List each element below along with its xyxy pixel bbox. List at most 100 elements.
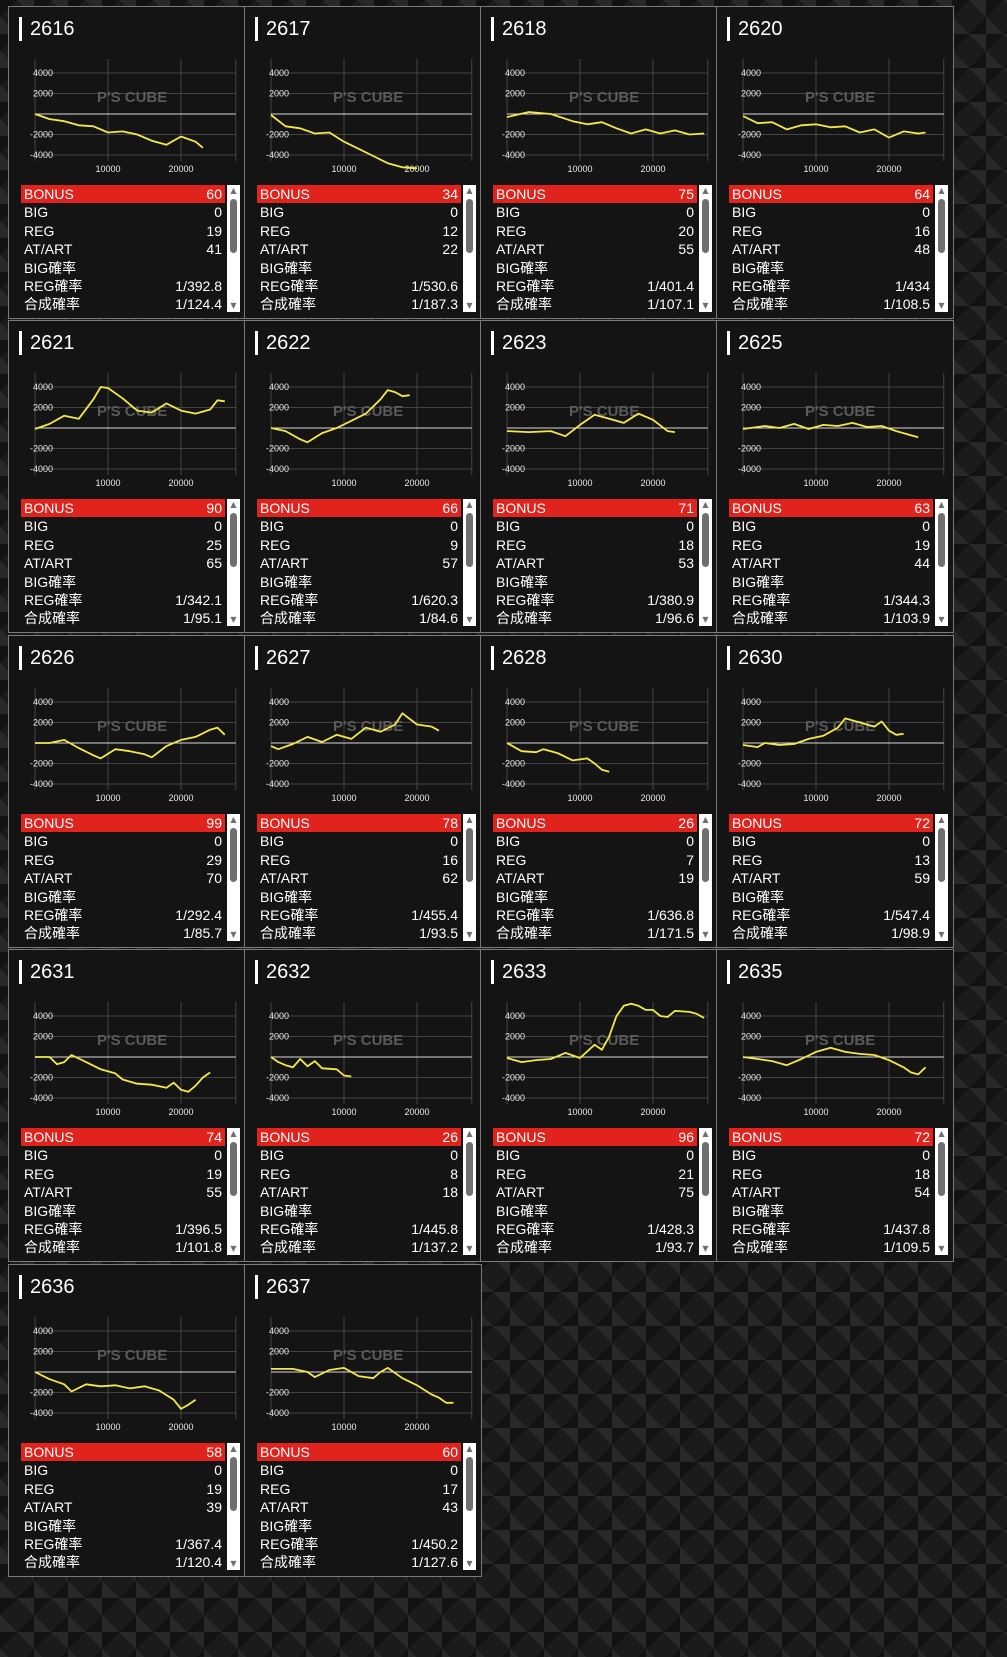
scroll-up-icon[interactable]: ▲ [702, 1129, 709, 1138]
scroll-thumb[interactable] [466, 199, 473, 253]
scroll-down-icon[interactable]: ▼ [230, 1559, 237, 1568]
machine-number[interactable]: 2630 [727, 646, 783, 670]
machine-card-2617[interactable]: 2617 P'S CUBE 4000 2000 -2000 -4000 10000 2000… [244, 6, 482, 319]
scroll-down-icon[interactable]: ▼ [230, 930, 237, 939]
scroll-thumb[interactable] [466, 828, 473, 882]
machine-card-2632[interactable]: 2632 P'S CUBE 4000 2000 -2000 -4000 10000 2000… [244, 949, 482, 1262]
scroll-thumb[interactable] [702, 828, 709, 882]
machine-number[interactable]: 2631 [19, 960, 75, 984]
machine-card-2626[interactable]: 2626 P'S CUBE 4000 2000 -2000 -4000 10000 2000… [8, 635, 246, 948]
machine-number[interactable]: 2632 [255, 960, 311, 984]
machine-card-2633[interactable]: 2633 P'S CUBE 4000 2000 -2000 -4000 10000 2000… [480, 949, 718, 1262]
stats-scrollbar[interactable]: ▲ ▼ [699, 185, 712, 312]
machine-number[interactable]: 2633 [491, 960, 547, 984]
scroll-up-icon[interactable]: ▲ [938, 500, 945, 509]
scroll-up-icon[interactable]: ▲ [702, 815, 709, 824]
scroll-thumb[interactable] [230, 513, 237, 567]
scroll-up-icon[interactable]: ▲ [230, 186, 237, 195]
scroll-thumb[interactable] [230, 1142, 237, 1196]
scroll-up-icon[interactable]: ▲ [466, 1129, 473, 1138]
machine-card-2618[interactable]: 2618 P'S CUBE 4000 2000 -2000 -4000 10000 2000… [480, 6, 718, 319]
stats-scrollbar[interactable]: ▲ ▼ [463, 499, 476, 626]
scroll-up-icon[interactable]: ▲ [466, 186, 473, 195]
stats-scrollbar[interactable]: ▲ ▼ [935, 499, 948, 626]
scroll-thumb[interactable] [938, 199, 945, 253]
stats-scrollbar[interactable]: ▲ ▼ [463, 814, 476, 941]
stats-scrollbar[interactable]: ▲ ▼ [699, 499, 712, 626]
scroll-thumb[interactable] [466, 1457, 473, 1511]
machine-number[interactable]: 2623 [491, 331, 547, 355]
scroll-down-icon[interactable]: ▼ [466, 615, 473, 624]
machine-number[interactable]: 2618 [491, 17, 547, 41]
scroll-down-icon[interactable]: ▼ [466, 930, 473, 939]
scroll-down-icon[interactable]: ▼ [702, 615, 709, 624]
scroll-up-icon[interactable]: ▲ [230, 500, 237, 509]
scroll-down-icon[interactable]: ▼ [230, 301, 237, 310]
scroll-thumb[interactable] [702, 1142, 709, 1196]
scroll-up-icon[interactable]: ▲ [230, 1129, 237, 1138]
machine-card-2636[interactable]: 2636 P'S CUBE 4000 2000 -2000 -4000 10000 2000… [8, 1264, 246, 1577]
machine-card-2627[interactable]: 2627 P'S CUBE 4000 2000 -2000 -4000 10000 2000… [244, 635, 482, 948]
stats-scrollbar[interactable]: ▲ ▼ [227, 814, 240, 941]
scroll-thumb[interactable] [230, 1457, 237, 1511]
scroll-up-icon[interactable]: ▲ [230, 1444, 237, 1453]
stats-scrollbar[interactable]: ▲ ▼ [699, 814, 712, 941]
stats-scrollbar[interactable]: ▲ ▼ [699, 1128, 712, 1255]
machine-number[interactable]: 2621 [19, 331, 75, 355]
scroll-thumb[interactable] [938, 828, 945, 882]
machine-card-2637[interactable]: 2637 P'S CUBE 4000 2000 -2000 -4000 10000 2000… [244, 1264, 482, 1577]
machine-card-2621[interactable]: 2621 P'S CUBE 4000 2000 -2000 -4000 10000 2000… [8, 320, 246, 633]
scroll-up-icon[interactable]: ▲ [938, 815, 945, 824]
machine-number[interactable]: 2617 [255, 17, 311, 41]
machine-card-2635[interactable]: 2635 P'S CUBE 4000 2000 -2000 -4000 10000 2000… [716, 949, 954, 1262]
scroll-down-icon[interactable]: ▼ [466, 1559, 473, 1568]
scroll-up-icon[interactable]: ▲ [938, 1129, 945, 1138]
scroll-up-icon[interactable]: ▲ [230, 815, 237, 824]
stats-scrollbar[interactable]: ▲ ▼ [463, 1128, 476, 1255]
scroll-down-icon[interactable]: ▼ [466, 301, 473, 310]
scroll-thumb[interactable] [466, 513, 473, 567]
machine-number[interactable]: 2628 [491, 646, 547, 670]
machine-card-2623[interactable]: 2623 P'S CUBE 4000 2000 -2000 -4000 10000 2000… [480, 320, 718, 633]
scroll-down-icon[interactable]: ▼ [938, 1244, 945, 1253]
stats-scrollbar[interactable]: ▲ ▼ [463, 185, 476, 312]
scroll-thumb[interactable] [466, 1142, 473, 1196]
stats-scrollbar[interactable]: ▲ ▼ [227, 1128, 240, 1255]
stats-scrollbar[interactable]: ▲ ▼ [935, 814, 948, 941]
scroll-thumb[interactable] [938, 1142, 945, 1196]
machine-number[interactable]: 2622 [255, 331, 311, 355]
scroll-up-icon[interactable]: ▲ [938, 186, 945, 195]
stats-scrollbar[interactable]: ▲ ▼ [227, 499, 240, 626]
machine-number[interactable]: 2626 [19, 646, 75, 670]
machine-number[interactable]: 2627 [255, 646, 311, 670]
scroll-down-icon[interactable]: ▼ [702, 1244, 709, 1253]
scroll-up-icon[interactable]: ▲ [466, 1444, 473, 1453]
machine-number[interactable]: 2620 [727, 17, 783, 41]
scroll-down-icon[interactable]: ▼ [938, 930, 945, 939]
scroll-up-icon[interactable]: ▲ [702, 186, 709, 195]
scroll-thumb[interactable] [938, 513, 945, 567]
machine-number[interactable]: 2636 [19, 1275, 75, 1299]
machine-card-2630[interactable]: 2630 P'S CUBE 4000 2000 -2000 -4000 10000 2000… [716, 635, 954, 948]
machine-number[interactable]: 2635 [727, 960, 783, 984]
scroll-down-icon[interactable]: ▼ [230, 1244, 237, 1253]
stats-scrollbar[interactable]: ▲ ▼ [935, 1128, 948, 1255]
scroll-down-icon[interactable]: ▼ [702, 930, 709, 939]
machine-card-2620[interactable]: 2620 P'S CUBE 4000 2000 -2000 -4000 10000 2000… [716, 6, 954, 319]
scroll-thumb[interactable] [702, 513, 709, 567]
machine-card-2616[interactable]: 2616 P'S CUBE 4000 2000 -2000 -4000 10000 2000… [8, 6, 246, 319]
scroll-thumb[interactable] [702, 199, 709, 253]
scroll-down-icon[interactable]: ▼ [938, 615, 945, 624]
stats-scrollbar[interactable]: ▲ ▼ [463, 1443, 476, 1570]
scroll-up-icon[interactable]: ▲ [702, 500, 709, 509]
stats-scrollbar[interactable]: ▲ ▼ [227, 185, 240, 312]
scroll-down-icon[interactable]: ▼ [466, 1244, 473, 1253]
machine-number[interactable]: 2625 [727, 331, 783, 355]
scroll-thumb[interactable] [230, 199, 237, 253]
scroll-thumb[interactable] [230, 828, 237, 882]
scroll-up-icon[interactable]: ▲ [466, 815, 473, 824]
scroll-down-icon[interactable]: ▼ [230, 615, 237, 624]
scroll-down-icon[interactable]: ▼ [938, 301, 945, 310]
stats-scrollbar[interactable]: ▲ ▼ [227, 1443, 240, 1570]
stats-scrollbar[interactable]: ▲ ▼ [935, 185, 948, 312]
